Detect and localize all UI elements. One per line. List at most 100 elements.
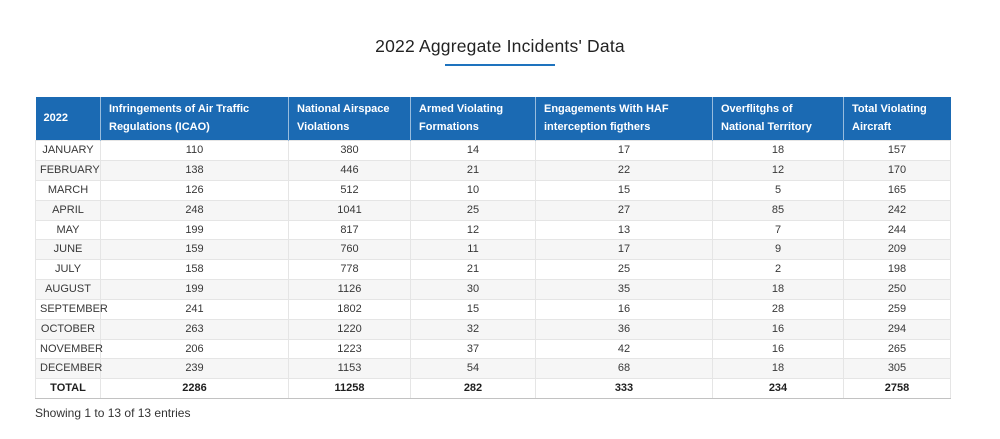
value-cell: 5 [712,179,844,201]
value-cell: 16 [535,298,713,320]
value-cell: 110 [100,140,289,162]
month-cell: JANUARY [35,140,101,162]
table-row: JANUARY 110 380 14 17 18 157 [35,140,951,162]
month-cell: OCTOBER [35,318,101,340]
value-cell: 2758 [843,378,951,400]
value-cell: 54 [410,358,536,380]
value-cell: 18 [712,279,844,300]
value-cell: 199 [100,219,289,241]
value-cell: 18 [712,140,844,162]
value-cell: 16 [712,318,844,340]
column-header-3[interactable]: Armed Violating Formations [410,97,536,141]
value-cell: 2 [712,259,844,281]
value-cell: 760 [288,239,411,261]
value-cell: 18 [712,358,844,380]
month-cell: MAY [35,219,101,241]
column-header-5[interactable]: Overflitghs of National Territory [712,97,844,141]
value-cell: 2286 [100,378,289,400]
column-header-2[interactable]: National Airspace Violations [288,97,411,141]
value-cell: 15 [535,179,713,201]
value-cell: 158 [100,259,289,281]
total-row: TOTAL 2286 11258 282 333 234 2758 [35,378,951,400]
value-cell: 42 [535,338,713,360]
value-cell: 85 [712,199,844,221]
total-label-cell: TOTAL [35,378,101,400]
table-header: 2022 Infringements of Air Traffic Regulat… [35,97,951,141]
table-row: OCTOBER 263 1220 32 36 16 294 [35,318,951,340]
value-cell: 265 [843,338,951,360]
value-cell: 199 [100,279,289,300]
value-cell: 198 [843,259,951,281]
table-row: MAY 199 817 12 13 7 244 [35,219,951,241]
page-title: 2022 Aggregate Incidents' Data [375,36,625,56]
value-cell: 817 [288,219,411,241]
value-cell: 1126 [288,279,411,300]
value-cell: 16 [712,338,844,360]
value-cell: 157 [843,140,951,162]
value-cell: 12 [712,160,844,181]
value-cell: 778 [288,259,411,281]
value-cell: 248 [100,199,289,221]
month-cell: DECEMBER [35,358,102,380]
table-row: JULY 158 778 21 25 2 198 [35,259,951,281]
value-cell: 446 [288,160,411,181]
value-cell: 206 [100,338,289,360]
table-row: AUGUST 199 1126 30 35 18 250 [35,279,951,300]
value-cell: 282 [410,378,536,400]
value-cell: 170 [843,160,951,181]
table-row: JUNE 159 760 11 17 9 209 [35,239,951,261]
table-row: FEBRUARY 138 446 21 22 12 170 [35,160,951,181]
value-cell: 17 [535,239,713,261]
column-header-0[interactable]: 2022 [35,97,101,141]
table-row: MARCH 126 512 10 15 5 165 [35,179,951,201]
value-cell: 30 [410,279,536,300]
value-cell: 1041 [288,199,411,221]
value-cell: 305 [843,358,951,380]
value-cell: 1220 [288,318,411,340]
month-cell: NOVEMBER [35,338,103,360]
value-cell: 234 [712,378,844,400]
column-header-6[interactable]: Total Violating Aircraft [843,97,951,141]
value-cell: 15 [410,298,536,320]
value-cell: 13 [535,219,713,241]
month-cell: MARCH [35,179,101,201]
value-cell: 165 [843,179,951,201]
table-info: Showing 1 to 13 of 13 entries [35,406,191,421]
value-cell: 36 [535,318,713,340]
value-cell: 9 [712,239,844,261]
value-cell: 241 [100,298,289,320]
value-cell: 14 [410,140,536,162]
value-cell: 27 [535,199,713,221]
value-cell: 239 [100,358,289,380]
value-cell: 17 [535,140,713,162]
page: 2022 Aggregate Incidents' Data 2022 Infri… [0,36,1000,420]
value-cell: 1153 [288,358,411,380]
value-cell: 35 [535,279,713,300]
month-cell: JUNE [35,239,101,261]
value-cell: 7 [712,219,844,241]
value-cell: 138 [100,160,289,181]
month-cell: JULY [35,259,101,281]
value-cell: 68 [535,358,713,380]
column-header-4[interactable]: Engagements With HAF interception figthe… [535,97,713,141]
value-cell: 25 [410,199,536,221]
value-cell: 10 [410,179,536,201]
value-cell: 11258 [288,378,411,400]
value-cell: 28 [712,298,844,320]
value-cell: 259 [843,298,951,320]
table-row: APRIL 248 1041 25 27 85 242 [35,199,951,221]
title-underline-accent [445,64,555,66]
value-cell: 21 [410,259,536,281]
month-cell: APRIL [35,199,101,221]
value-cell: 333 [535,378,713,400]
value-cell: 1223 [288,338,411,360]
value-cell: 244 [843,219,951,241]
value-cell: 159 [100,239,289,261]
table-row: SEPTEMBER 241 1802 15 16 28 259 [35,298,951,320]
table-row: NOVEMBER 206 1223 37 42 16 265 [35,338,951,360]
column-header-1[interactable]: Infringements of Air Traffic Regulations… [100,97,289,141]
value-cell: 1802 [288,298,411,320]
value-cell: 12 [410,219,536,241]
value-cell: 37 [410,338,536,360]
incidents-table: 2022 Infringements of Air Traffic Regulat… [35,97,951,400]
